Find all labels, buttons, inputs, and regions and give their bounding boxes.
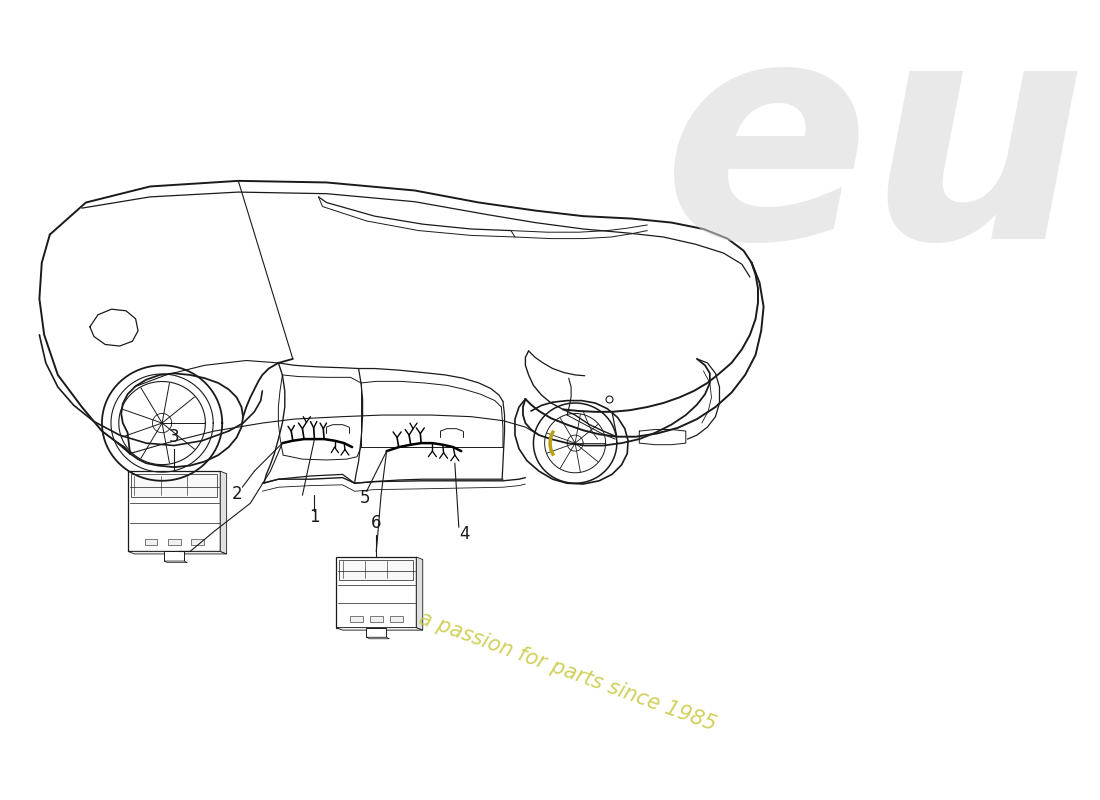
Polygon shape — [220, 471, 227, 554]
Bar — [389, 616, 403, 622]
Bar — [164, 551, 184, 561]
Bar — [370, 616, 383, 622]
Polygon shape — [416, 557, 422, 630]
Text: 3: 3 — [168, 429, 179, 446]
Polygon shape — [164, 561, 187, 562]
Bar — [167, 538, 180, 545]
Text: 4: 4 — [459, 525, 470, 542]
Bar — [128, 471, 220, 551]
Text: eu: eu — [663, 6, 1088, 302]
Text: 5: 5 — [360, 489, 371, 506]
Bar — [337, 557, 416, 627]
Bar — [190, 538, 204, 545]
Text: 6: 6 — [371, 514, 382, 532]
Polygon shape — [337, 627, 422, 630]
Bar — [339, 560, 414, 579]
Polygon shape — [366, 637, 389, 638]
Bar — [144, 538, 157, 545]
Polygon shape — [128, 551, 227, 554]
Bar — [350, 616, 363, 622]
Bar — [131, 474, 217, 497]
Bar — [366, 627, 386, 637]
Text: 1: 1 — [309, 508, 320, 526]
Text: a passion for parts since 1985: a passion for parts since 1985 — [416, 609, 718, 735]
Text: 2: 2 — [231, 485, 242, 502]
